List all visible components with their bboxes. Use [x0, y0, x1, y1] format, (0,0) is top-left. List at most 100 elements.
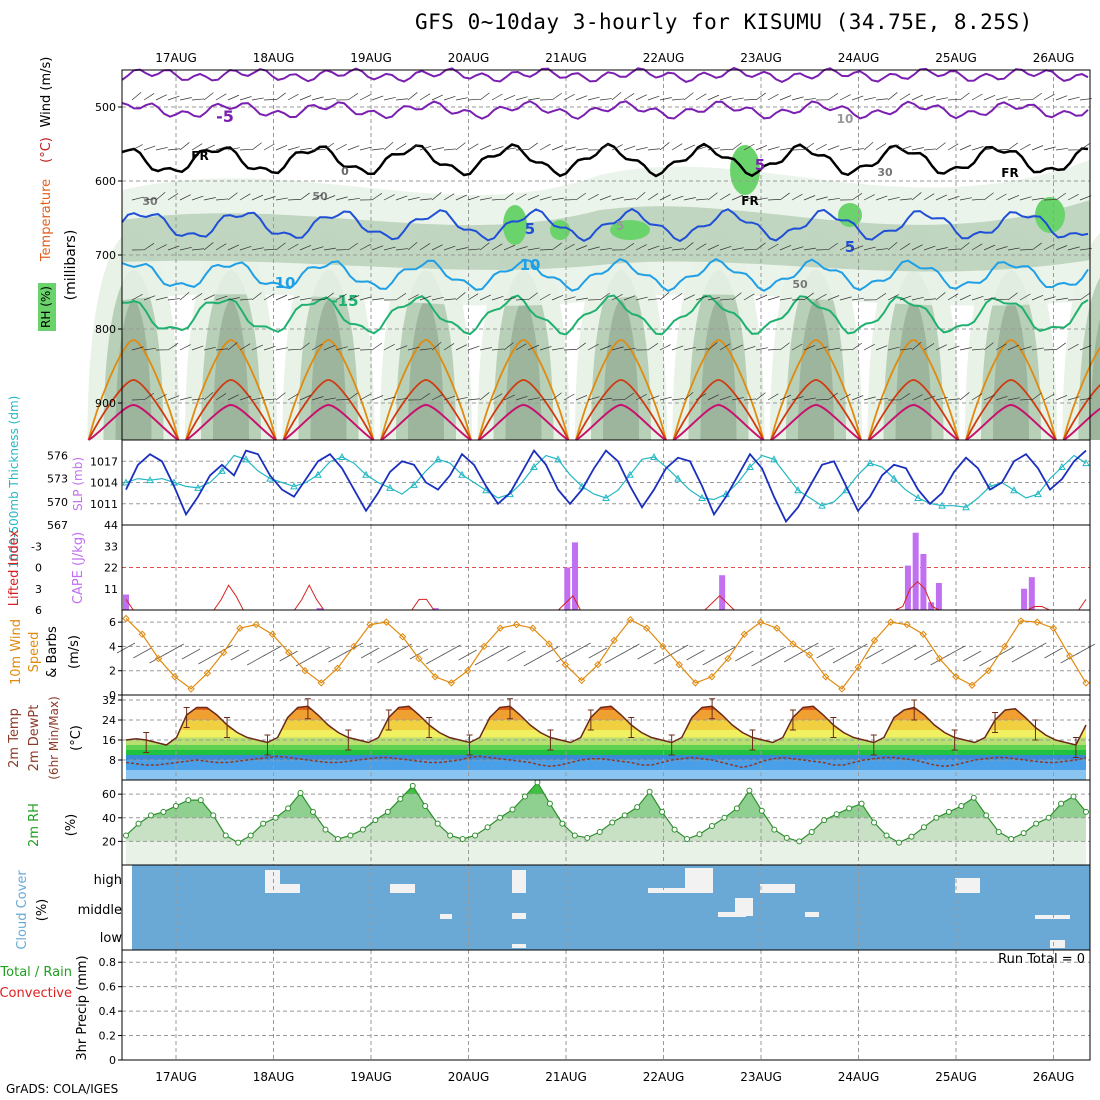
rh-point	[696, 831, 703, 838]
wind-barb	[527, 142, 538, 151]
wind-barb	[503, 342, 514, 351]
wind-barb	[179, 292, 190, 301]
wind-barb	[323, 142, 335, 151]
wind-barb	[251, 292, 262, 301]
wind-barb	[827, 92, 839, 101]
wind-barb	[407, 196, 420, 201]
precip-panel: 0 0.2 0.4 0.6 0.8 Run Total = 0 Total / Rain Co…	[0, 949, 1091, 1084]
cloud-level-label: high	[94, 873, 122, 888]
wind-barb	[971, 243, 983, 251]
rh-shading	[993, 300, 1029, 440]
wind-barb	[263, 345, 276, 351]
rh-point	[322, 826, 329, 833]
rh-band	[126, 841, 1086, 865]
wind-barb	[935, 292, 946, 301]
wind-barb	[419, 93, 431, 101]
wind-barb	[263, 645, 282, 657]
wind-barb	[133, 647, 152, 659]
wind-barb	[923, 245, 936, 251]
rh-point	[1033, 820, 1040, 827]
wind-barb	[143, 93, 155, 101]
wind-barb	[731, 97, 744, 101]
wind-barb	[371, 297, 384, 301]
wind-barb	[491, 243, 503, 251]
wind-barb	[1043, 94, 1055, 101]
wind-barb	[935, 344, 947, 351]
wind-barb	[551, 347, 564, 351]
wind-barb	[827, 295, 840, 301]
rh-point	[359, 826, 366, 833]
wind-barb	[275, 242, 286, 251]
wind-barb	[443, 95, 456, 101]
wind-barb	[839, 393, 851, 401]
wind-barb	[983, 94, 996, 101]
wind-barb	[743, 398, 756, 401]
wind-barb	[371, 95, 384, 101]
wind-barb	[887, 144, 899, 151]
wind-barb	[779, 147, 792, 151]
wind-barb	[311, 299, 325, 301]
wind-barb	[731, 344, 744, 351]
wind-barb	[575, 95, 588, 101]
wind-barb	[563, 94, 575, 101]
wind-speed-point	[870, 636, 879, 645]
wind-barb	[767, 393, 779, 401]
wind-barb	[623, 198, 636, 201]
wind-barb	[1019, 143, 1031, 151]
tick-label: 573	[47, 473, 68, 486]
wind-barb	[731, 194, 744, 201]
wind-speed-point	[219, 648, 228, 657]
wind-barb	[947, 143, 959, 151]
cape-bar	[1028, 577, 1035, 610]
wind-barb	[443, 395, 456, 401]
wind-barb	[707, 147, 720, 151]
wind-barb	[635, 94, 647, 101]
rh-point	[397, 795, 404, 802]
tick-label: 16	[102, 734, 116, 747]
isotherm	[87, 379, 180, 441]
wind-speed-point	[1049, 624, 1058, 632]
wind-barb	[442, 644, 461, 656]
wind-barb	[203, 197, 216, 201]
wind-barb	[491, 93, 503, 101]
wind-barb	[503, 394, 516, 401]
wind-barb	[979, 655, 998, 667]
wind-barb	[131, 294, 143, 301]
wind-barb	[181, 648, 201, 660]
cloud-bar	[1035, 915, 1070, 919]
thickness-point	[962, 503, 970, 511]
temp-band	[126, 770, 1086, 780]
wind-barb	[767, 93, 779, 101]
wind-barb	[155, 394, 167, 401]
wind-speed-point	[301, 667, 309, 675]
wind-barb	[1031, 294, 1044, 301]
cape-bar	[316, 608, 323, 610]
wind-barb	[995, 343, 1007, 351]
x-tick-label: 20AUG	[448, 51, 490, 65]
wind-barb	[572, 642, 591, 654]
temp-band	[126, 750, 1086, 755]
rh-point	[135, 820, 142, 827]
rh-point	[708, 823, 715, 830]
thickness-point	[602, 493, 610, 501]
wind-barb	[143, 242, 155, 251]
wind-barb	[155, 94, 167, 101]
wind-speed-point	[1082, 679, 1090, 687]
rh-point	[447, 832, 454, 839]
wind-barb	[165, 643, 185, 655]
wind-barb	[599, 195, 612, 201]
thickness-point	[338, 452, 346, 460]
wind-barb	[215, 93, 227, 101]
wind-barb	[167, 148, 180, 151]
wind-barb	[1031, 92, 1043, 101]
rh-point	[285, 805, 292, 812]
cloud-bar	[955, 878, 980, 893]
rh2m-panel: 20 40 60 2m RH (%)	[27, 779, 1091, 866]
axis-label: & Barbs	[45, 626, 60, 678]
wind-barb	[527, 194, 540, 201]
rh-point	[347, 832, 354, 839]
wind-barb	[911, 94, 924, 101]
axis-label: CAPE (J/kg)	[71, 532, 86, 604]
wind-barb	[539, 293, 551, 301]
wind-barb	[851, 297, 864, 301]
